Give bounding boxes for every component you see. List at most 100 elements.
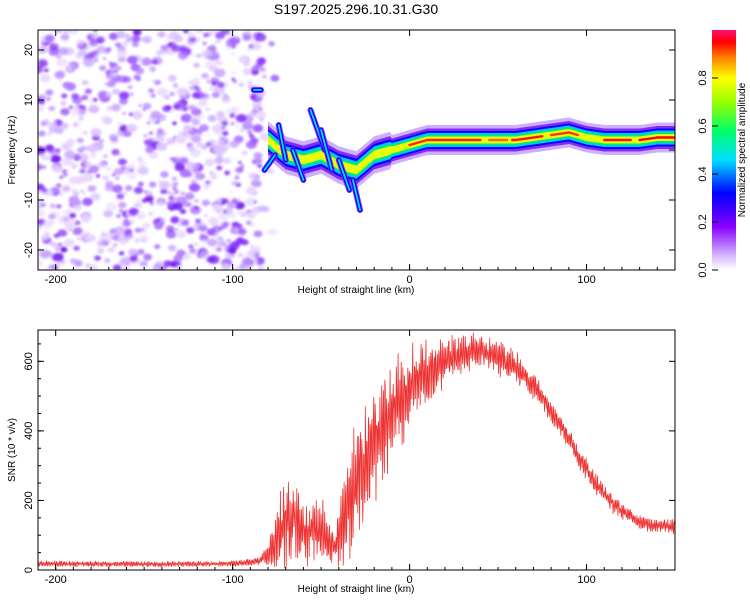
- noise-blob: [241, 265, 251, 270]
- noise-blob: [103, 241, 109, 246]
- noise-blob: [136, 156, 143, 162]
- noise-blob: [204, 60, 216, 69]
- noise-blob: [199, 250, 210, 259]
- noise-blob: [216, 165, 223, 171]
- noise-blob: [225, 109, 230, 113]
- noise-blob: [209, 86, 216, 92]
- noise-blob: [129, 255, 138, 262]
- noise-blob: [60, 33, 70, 41]
- noise-blob: [127, 85, 133, 90]
- noise-blob: [229, 36, 241, 45]
- noise-blob: [179, 209, 187, 214]
- noise-blob: [111, 173, 116, 177]
- noise-blob: [119, 209, 123, 213]
- noise-blob: [179, 217, 184, 222]
- noise-blob: [249, 223, 254, 227]
- noise-blob: [113, 264, 122, 270]
- noise-blob: [221, 120, 229, 126]
- noise-blob: [172, 202, 183, 211]
- noise-blob: [172, 187, 177, 190]
- noise-blob: [201, 238, 207, 243]
- noise-blob: [80, 145, 86, 150]
- noise-blob: [262, 75, 267, 79]
- noise-blob: [83, 131, 88, 135]
- noise-blob: [216, 210, 221, 214]
- noise-blob: [228, 212, 237, 219]
- noise-blob: [82, 173, 94, 182]
- noise-blob: [194, 91, 205, 100]
- colorbar-gradient: [712, 30, 736, 270]
- noise-blob: [105, 92, 113, 98]
- noise-blob: [50, 125, 60, 133]
- noise-blob: [68, 105, 74, 110]
- noise-blob: [97, 90, 109, 100]
- noise-blob: [154, 244, 161, 250]
- noise-blob: [112, 66, 119, 71]
- noise-blob: [62, 157, 73, 166]
- noise-blob: [59, 175, 64, 179]
- x-tick-label: 100: [577, 574, 595, 586]
- colorbar-tick-label: 0.8: [697, 70, 709, 85]
- noise-blob: [126, 55, 138, 65]
- noise-blob: [136, 77, 141, 81]
- noise-blob: [266, 168, 274, 175]
- noise-blob: [119, 257, 130, 267]
- noise-blob: [253, 200, 257, 204]
- noise-blob: [148, 211, 154, 216]
- noise-blob: [99, 65, 107, 71]
- noise-blob: [92, 143, 97, 147]
- noise-blob: [191, 118, 200, 126]
- noise-blob: [101, 138, 105, 141]
- x-tick-label: -200: [45, 274, 67, 286]
- noise-blob: [109, 71, 118, 78]
- noise-blob: [187, 31, 196, 38]
- noise-blob: [216, 241, 225, 247]
- noise-blob: [103, 154, 108, 158]
- y-tick-label: 600: [23, 352, 35, 370]
- noise-blob: [55, 30, 63, 34]
- noise-blob: [112, 88, 121, 95]
- noise-blob: [61, 250, 65, 253]
- ridge-band-5: [268, 129, 675, 175]
- noise-blob: [142, 229, 147, 234]
- noise-blob: [230, 44, 237, 49]
- noise-blob: [214, 128, 223, 135]
- noise-blob: [257, 164, 262, 168]
- noise-blob: [188, 85, 196, 91]
- noise-blob: [78, 139, 83, 143]
- noise-blob: [64, 222, 74, 231]
- noise-blob: [81, 94, 89, 101]
- noise-blob: [101, 231, 107, 237]
- noise-blob: [138, 104, 142, 107]
- noise-blob: [68, 212, 77, 219]
- noise-blob: [218, 212, 230, 221]
- noise-blob: [142, 102, 152, 110]
- noise-blob: [90, 128, 102, 137]
- noise-blob: [149, 201, 154, 205]
- noise-blob: [169, 260, 178, 268]
- noise-blob: [133, 237, 142, 244]
- y-tick-label: -20: [23, 242, 35, 258]
- noise-blob: [127, 163, 136, 169]
- noise-blob: [203, 214, 208, 217]
- noise-blob: [208, 217, 220, 226]
- noise-blob: [259, 132, 271, 141]
- noise-blob: [257, 258, 263, 263]
- snr-series-line: [38, 332, 675, 569]
- snr-plot-area: [38, 330, 675, 570]
- noise-blob: [176, 87, 187, 96]
- noise-blob: [71, 163, 78, 169]
- ridge-core-5: [638, 136, 675, 142]
- noise-blob: [112, 243, 118, 248]
- noise-blob: [231, 198, 239, 204]
- noise-blob: [200, 221, 207, 227]
- noise-blob: [92, 98, 98, 102]
- noise-blob: [105, 202, 118, 212]
- noise-blob: [179, 157, 189, 165]
- noise-blob: [57, 242, 63, 247]
- noise-blob: [234, 201, 245, 210]
- colorbar: 0.0 0.2 0.4 0.6 0.8 Normalized spectral ampl…: [697, 30, 748, 278]
- noise-blob: [256, 32, 263, 37]
- noise-blob: [165, 105, 172, 111]
